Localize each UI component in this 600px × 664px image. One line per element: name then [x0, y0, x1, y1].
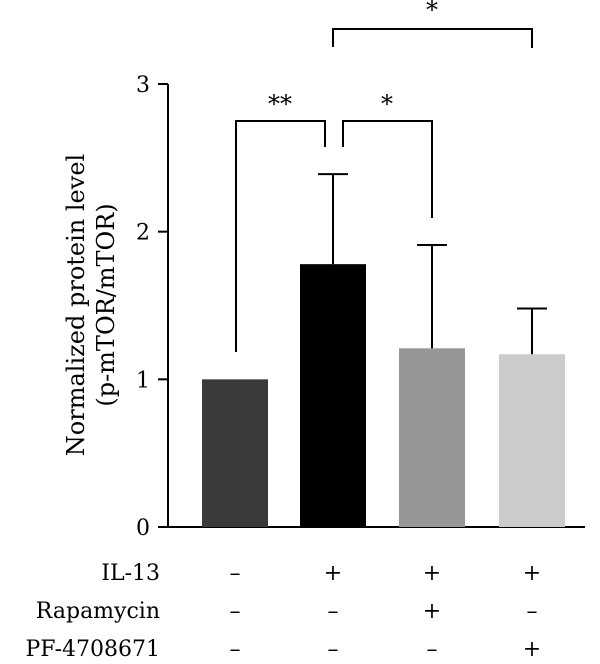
y-axis-label-line: (p-mTOR/mTOR) — [92, 203, 120, 406]
significance-bracket — [235, 120, 326, 352]
significance-bracket — [342, 120, 433, 218]
condition-value: – — [230, 637, 241, 662]
bar — [499, 354, 565, 527]
condition-row-label: IL-13 — [101, 561, 160, 586]
condition-row-label: PF-4708671 — [26, 637, 161, 662]
bars — [202, 264, 565, 527]
condition-value: + — [523, 637, 541, 662]
condition-table: IL-13 – + + + Rapamycin – – + – PF-4708671 – – – + — [26, 561, 542, 662]
condition-value: – — [230, 599, 241, 624]
condition-value: – — [328, 599, 339, 624]
condition-value: + — [523, 561, 541, 586]
significance-bracket — [332, 28, 533, 48]
y-axis-label: Normalized protein level(p-mTOR/mTOR) — [62, 154, 120, 456]
condition-value: + — [324, 561, 342, 586]
condition-value: + — [423, 561, 441, 586]
bar — [202, 379, 268, 527]
significance-label: ** — [268, 90, 292, 118]
bar — [300, 264, 366, 527]
condition-value: – — [527, 599, 538, 624]
condition-row-label: Rapamycin — [36, 599, 160, 624]
bar — [399, 348, 465, 527]
condition-value: + — [423, 599, 441, 624]
significance-label: * — [381, 90, 393, 118]
significance-label: * — [426, 0, 438, 24]
condition-value: – — [230, 561, 241, 586]
condition-value: – — [328, 637, 339, 662]
y-tick-label: 0 — [136, 516, 150, 541]
y-axis-label-line: Normalized protein level — [62, 154, 90, 456]
y-tick-label: 2 — [136, 221, 150, 246]
condition-value: – — [427, 637, 438, 662]
significance-brackets: ** ** — [235, 0, 533, 352]
y-tick-label: 1 — [136, 368, 150, 393]
error-bars — [318, 173, 547, 355]
y-tick-label: 3 — [136, 73, 150, 98]
